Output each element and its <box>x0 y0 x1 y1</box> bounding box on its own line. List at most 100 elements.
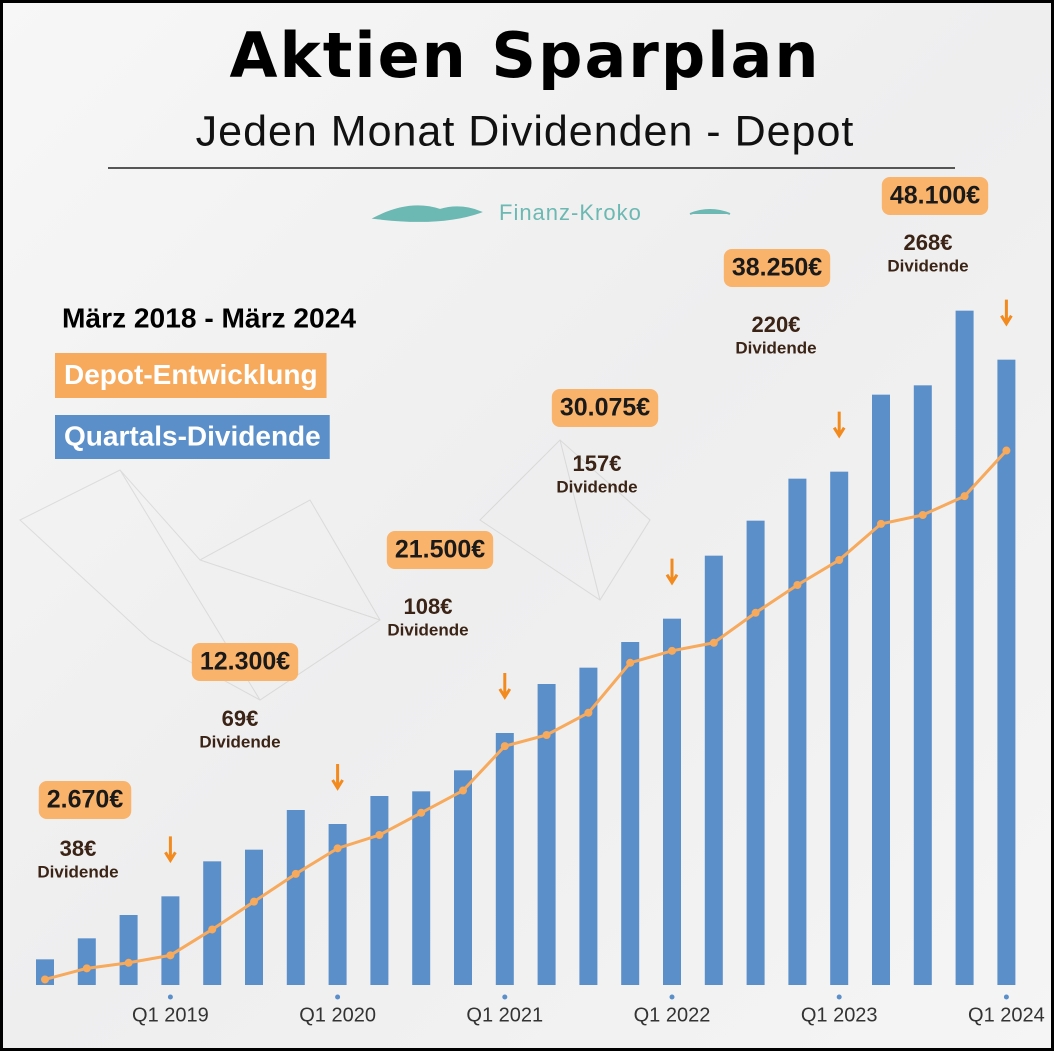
bar <box>663 618 681 985</box>
depot-label: 2.670€ <box>47 786 124 814</box>
chart-title: Aktien Sparplan <box>230 19 821 92</box>
depot-label-box <box>191 643 299 681</box>
bar <box>621 642 640 985</box>
bar <box>997 359 1016 986</box>
x-tick-label: Q1 2019 <box>132 1004 209 1026</box>
bar <box>955 310 974 986</box>
line-point <box>709 638 718 647</box>
line-point <box>417 808 426 817</box>
bar <box>245 849 263 985</box>
depot-label-box <box>551 389 659 427</box>
dividend-label: 38€ <box>60 836 97 861</box>
logo <box>371 205 731 222</box>
x-tick-label: Q1 2021 <box>466 1004 543 1026</box>
tick-dot <box>836 994 842 1000</box>
dividend-caption: Dividende <box>556 477 637 496</box>
dividend-label: 108€ <box>404 594 453 619</box>
line-point <box>41 975 49 984</box>
dividend-caption: Dividende <box>387 620 468 639</box>
line-point <box>208 925 217 934</box>
bar <box>537 684 556 985</box>
chart-subtitle: Jeden Monat Dividenden - Depot <box>196 107 855 155</box>
depot-label: 12.300€ <box>200 648 290 676</box>
depot-label: 48.100€ <box>890 182 980 210</box>
line-point <box>291 869 300 878</box>
depot-label: 38.250€ <box>732 254 822 282</box>
depot-label-box <box>881 177 989 215</box>
bar <box>203 861 222 985</box>
tick-dot <box>335 994 341 1000</box>
arrow <box>164 836 177 864</box>
bar <box>161 896 180 985</box>
bar <box>370 796 389 985</box>
x-tick-label: Q1 2020 <box>299 1004 376 1026</box>
bar <box>77 938 96 985</box>
line-point <box>835 556 844 564</box>
depot-label-box <box>386 531 494 569</box>
dividend-caption: Dividende <box>735 338 816 357</box>
bar <box>788 478 807 985</box>
arrow <box>832 411 846 439</box>
bar <box>704 555 723 985</box>
line-point <box>1002 446 1011 455</box>
brand: Finanz-Kroko <box>499 200 642 225</box>
depot-label: 30.075€ <box>560 394 650 422</box>
line-point <box>500 742 509 751</box>
arrow <box>665 558 679 586</box>
arrow <box>498 673 512 700</box>
line-point <box>124 958 133 967</box>
dividend-label: 157€ <box>573 451 622 476</box>
line <box>44 449 1008 981</box>
bar <box>286 810 305 985</box>
arrow <box>1000 299 1013 327</box>
bar <box>830 471 849 986</box>
bar <box>412 791 431 985</box>
tick-dot <box>669 994 675 1000</box>
bar <box>913 385 932 985</box>
legend-swatch <box>55 415 330 459</box>
line-point <box>542 731 551 739</box>
line-point <box>793 581 802 589</box>
tick-dot <box>502 994 508 1000</box>
depot-label-box <box>723 249 831 287</box>
line-point <box>626 658 635 667</box>
bar <box>119 915 138 985</box>
line-point <box>166 951 175 960</box>
dividend-label: 268€ <box>904 230 953 255</box>
dividend-label: 220€ <box>752 312 801 337</box>
line-point <box>877 519 885 528</box>
line-point <box>250 897 258 906</box>
legend-label: Quartals-Dividende <box>64 420 321 451</box>
arrow <box>331 764 344 791</box>
legend-label: Depot-Entwicklung <box>64 359 318 390</box>
dividend-label: 69€ <box>222 706 259 731</box>
bar <box>454 770 472 985</box>
x-tick-label: Q1 2024 <box>968 1004 1045 1026</box>
tick-dot <box>1003 994 1009 1000</box>
bar <box>579 667 598 985</box>
line-point <box>668 646 676 655</box>
x-tick-label: Q1 2023 <box>801 1004 878 1026</box>
line-point <box>82 964 91 973</box>
bar <box>328 824 347 985</box>
line-point <box>584 708 593 717</box>
line-point <box>459 786 467 795</box>
line-point <box>751 608 760 617</box>
period: März 2018 - März 2024 <box>62 302 356 333</box>
line-point <box>918 511 927 519</box>
dividend-caption: Dividende <box>199 732 280 751</box>
dividend-caption: Dividende <box>887 256 968 275</box>
line-point <box>960 492 969 501</box>
depot-label-box <box>38 781 132 819</box>
line-point <box>375 831 384 839</box>
tick-dot <box>167 994 173 1000</box>
line-point <box>333 844 342 853</box>
depot-label: 21.500€ <box>395 536 485 564</box>
bar <box>495 733 514 985</box>
x-tick-label: Q1 2022 <box>634 1004 711 1026</box>
bar <box>872 394 890 986</box>
legend-swatch <box>55 353 327 398</box>
dividend-caption: Dividende <box>37 862 118 881</box>
